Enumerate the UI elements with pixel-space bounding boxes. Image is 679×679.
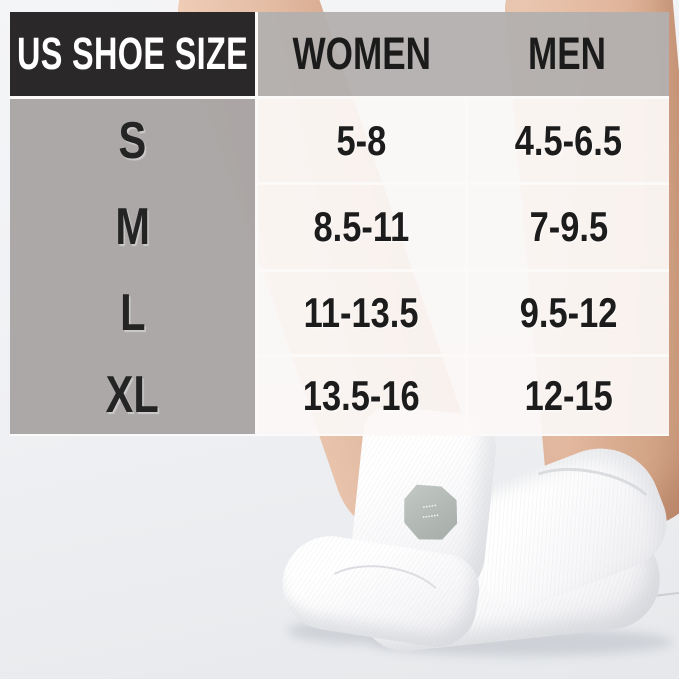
size-chart-table: US SHOE SIZE WOMEN MEN S M L XL 5-8 4.5-… — [10, 12, 669, 436]
size-letter: M — [115, 197, 150, 256]
cell-men-xl: 12-15 — [468, 357, 669, 436]
size-label-xl: XL — [99, 355, 165, 434]
cell-men-s: 4.5-6.5 — [468, 99, 669, 185]
size-range: 7-9.5 — [529, 203, 608, 250]
women-column-header: WOMEN — [292, 28, 431, 79]
size-range: 9.5-12 — [519, 289, 618, 336]
cell-women-s: 5-8 — [258, 99, 468, 185]
size-range: 13.5-16 — [303, 371, 420, 419]
size-letter: L — [119, 283, 146, 342]
size-label-m: M — [111, 183, 154, 270]
us-shoe-size-label: US SHOE SIZE — [16, 28, 249, 79]
logo-text-line: ▪▪▪▪▪▪ — [422, 512, 440, 522]
size-label-s: S — [115, 99, 150, 183]
cell-women-l: 11-13.5 — [258, 272, 468, 357]
size-range: 5-8 — [336, 116, 387, 164]
men-column-header: MEN — [528, 28, 606, 79]
cell-men-l: 9.5-12 — [468, 272, 669, 357]
size-range: 8.5-11 — [313, 203, 410, 250]
cell-women-m: 8.5-11 — [258, 185, 468, 272]
size-range: 11-13.5 — [304, 289, 419, 336]
size-label-l: L — [117, 270, 149, 355]
header-cell-gender: WOMEN MEN — [258, 12, 669, 99]
cell-women-xl: 13.5-16 — [258, 357, 468, 436]
size-letter: S — [118, 112, 147, 170]
size-label-column: S M L XL — [10, 99, 258, 436]
size-range: 4.5-6.5 — [514, 116, 623, 164]
cell-men-m: 7-9.5 — [468, 185, 669, 272]
logo-text-line: ▪▪▪▪▪ — [422, 503, 438, 512]
header-cell-us-shoe-size: US SHOE SIZE — [10, 12, 258, 99]
size-letter: XL — [105, 365, 160, 424]
size-range: 12-15 — [524, 371, 613, 419]
